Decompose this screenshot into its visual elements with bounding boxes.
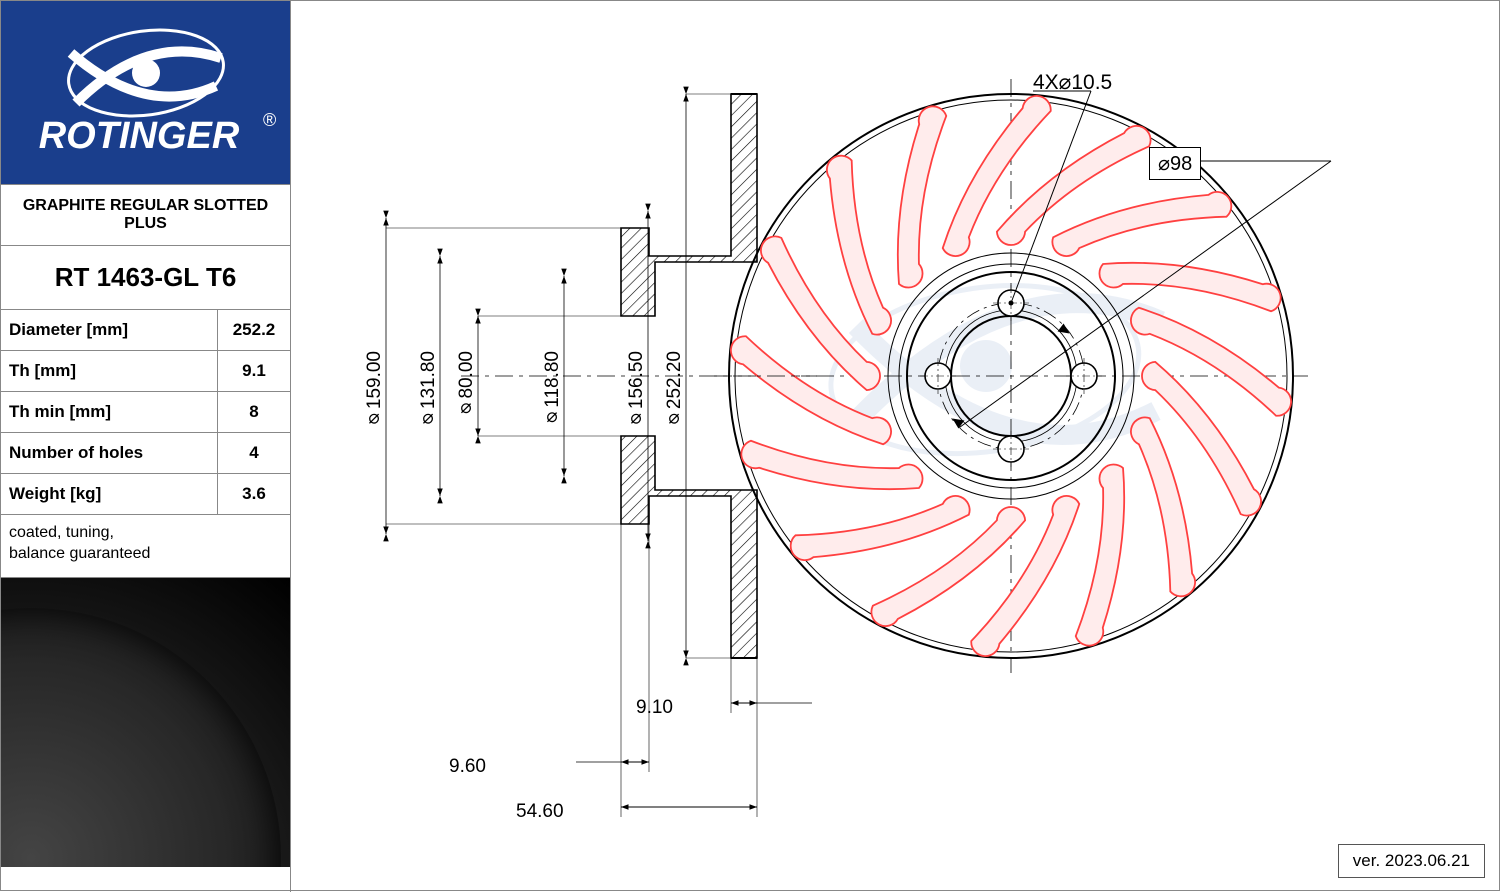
product-photo	[1, 577, 290, 867]
spec-notes: coated, tuning, balance guaranteed	[1, 514, 290, 577]
spec-row: Th min [mm] 8	[1, 391, 290, 432]
technical-drawing: 4X⌀10.5 ⌀98 ⌀159.00 ⌀131.80 ⌀80.00 ⌀118.…	[291, 1, 1499, 890]
spec-value: 9.1	[218, 351, 290, 391]
dim-w1: 9.60	[449, 756, 486, 778]
spec-label: Th [mm]	[1, 351, 218, 391]
dim-d3: ⌀80.00	[456, 351, 478, 421]
spec-label: Th min [mm]	[1, 392, 218, 432]
dim-d5: ⌀156.50	[626, 351, 648, 431]
spec-label: Number of holes	[1, 433, 218, 473]
part-number: RT 1463-GL T6	[1, 245, 290, 309]
brand-logo: ROTINGER ®	[1, 1, 290, 184]
svg-text:®: ®	[263, 110, 276, 130]
callout-pcd: ⌀98	[1149, 147, 1201, 180]
version-label: ver. 2023.06.21	[1338, 844, 1485, 878]
dim-w2: 54.60	[516, 801, 564, 823]
dim-d1: ⌀159.00	[364, 351, 386, 431]
spec-row: Th [mm] 9.1	[1, 350, 290, 391]
spec-label: Diameter [mm]	[1, 310, 218, 350]
spec-row: Diameter [mm] 252.2	[1, 309, 290, 350]
spec-value: 4	[218, 433, 290, 473]
spec-value: 3.6	[218, 474, 290, 514]
brand-text: ROTINGER	[38, 115, 239, 157]
spec-label: Weight [kg]	[1, 474, 218, 514]
product-line: GRAPHITE REGULAR SLOTTED PLUS	[1, 184, 290, 245]
spec-value: 8	[218, 392, 290, 432]
spec-value: 252.2	[218, 310, 290, 350]
dim-d6: ⌀252.20	[664, 351, 686, 431]
spec-row: Weight [kg] 3.6	[1, 473, 290, 514]
callout-holes: 4X⌀10.5	[1033, 70, 1112, 95]
spec-sidebar: ROTINGER ® GRAPHITE REGULAR SLOTTED PLUS…	[1, 1, 291, 892]
dim-w3: 9.10	[636, 697, 673, 719]
dim-d4: ⌀118.80	[542, 351, 564, 430]
spec-row: Number of holes 4	[1, 432, 290, 473]
dim-d2: ⌀131.80	[418, 351, 440, 431]
